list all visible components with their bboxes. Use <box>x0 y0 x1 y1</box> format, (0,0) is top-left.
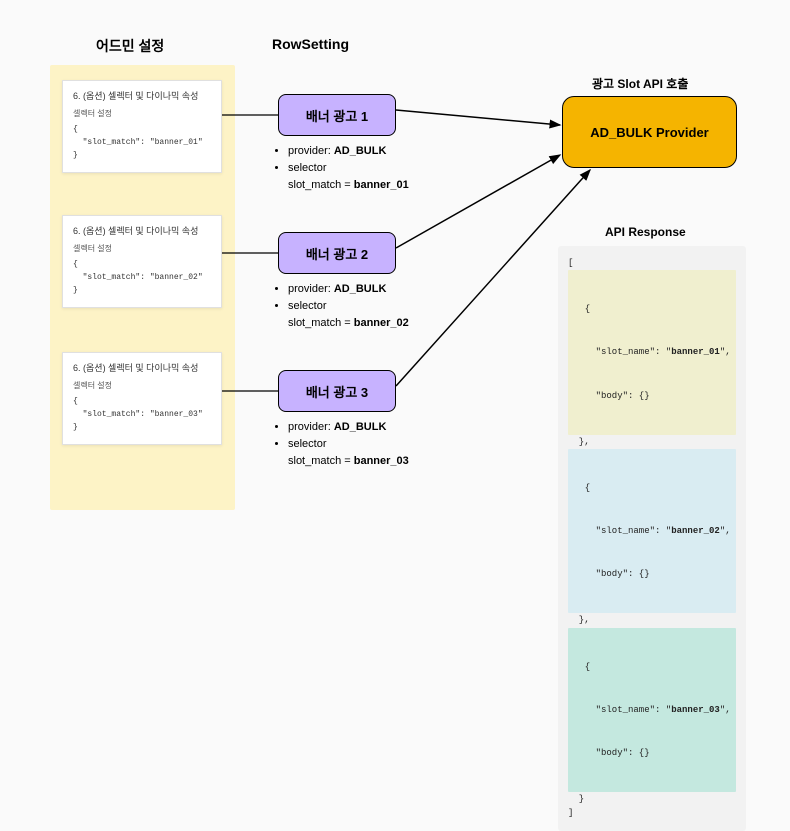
admin-card: 6. (옵션) 셀렉터 및 다이나믹 속성 셀렉터 설정 { "slot_mat… <box>62 80 222 173</box>
api-response-block: { "slot_name": "banner_01", "body": {} <box>568 270 736 434</box>
admin-card-title: 6. (옵션) 셀렉터 및 다이나믹 속성 <box>73 224 211 237</box>
provider-value: AD_BULK <box>334 283 387 295</box>
provider-value: AD_BULK <box>334 421 387 433</box>
slot-label: slot_match = <box>288 455 354 467</box>
api-response-panel: [ { "slot_name": "banner_01", "body": {}… <box>558 246 746 831</box>
api-response-block: { "slot_name": "banner_02", "body": {} <box>568 449 736 613</box>
admin-card-title: 6. (옵션) 셀렉터 및 다이나믹 속성 <box>73 89 211 102</box>
selector-label: selector <box>288 298 452 315</box>
selector-label: selector <box>288 160 452 177</box>
slot-label: slot_match = <box>288 317 354 329</box>
admin-card-sub: 셀렉터 설정 <box>73 380 211 391</box>
json-line: "slot_name": "banner_03", <box>574 703 730 717</box>
admin-card-code: { "slot_match": "banner_02" } <box>73 259 211 297</box>
json-line: { <box>574 302 730 316</box>
row-setting-box: 배너 광고 2 <box>278 232 396 274</box>
row-setting-details: provider: AD_BULK selector slot_match = … <box>272 281 452 332</box>
admin-card-code: { "slot_match": "banner_03" } <box>73 396 211 434</box>
provider-label: provider: <box>288 421 334 433</box>
selector-label: selector <box>288 436 452 453</box>
diagram-canvas: 어드민 설정 RowSetting 광고 Slot API 호출 API Res… <box>0 0 790 559</box>
json-line: "body": {} <box>574 746 730 760</box>
json-line: "body": {} <box>574 567 730 581</box>
json-line: "body": {} <box>574 389 730 403</box>
admin-card-title: 6. (옵션) 셀렉터 및 다이나믹 속성 <box>73 361 211 374</box>
json-line: "slot_name": "banner_01", <box>574 345 730 359</box>
json-bracket-open: [ <box>568 256 736 270</box>
row-setting-box: 배너 광고 3 <box>278 370 396 412</box>
api-response-block: { "slot_name": "banner_03", "body": {} <box>568 628 736 792</box>
provider-value: AD_BULK <box>334 145 387 157</box>
slot-value: banner_02 <box>354 317 409 329</box>
row-setting-details: provider: AD_BULK selector slot_match = … <box>272 419 452 470</box>
api-call-header: 광고 Slot API 호출 <box>592 75 688 92</box>
row-setting-details: provider: AD_BULK selector slot_match = … <box>272 143 452 194</box>
admin-header: 어드민 설정 <box>96 36 164 56</box>
json-line: { <box>574 660 730 674</box>
row-setting-box: 배너 광고 1 <box>278 94 396 136</box>
json-line: } <box>568 792 736 806</box>
provider-label: provider: <box>288 283 334 295</box>
json-line: "slot_name": "banner_02", <box>574 524 730 538</box>
provider-label: provider: <box>288 145 334 157</box>
json-line: }, <box>568 435 736 449</box>
rowsetting-header: RowSetting <box>272 36 349 52</box>
json-bracket-close: ] <box>568 806 736 820</box>
provider-box: AD_BULK Provider <box>562 96 737 168</box>
slot-value: banner_03 <box>354 455 409 467</box>
admin-card: 6. (옵션) 셀렉터 및 다이나믹 속성 셀렉터 설정 { "slot_mat… <box>62 352 222 445</box>
admin-card-code: { "slot_match": "banner_01" } <box>73 124 211 162</box>
json-line: }, <box>568 613 736 627</box>
slot-value: banner_01 <box>354 179 409 191</box>
json-line: { <box>574 481 730 495</box>
admin-card-sub: 셀렉터 설정 <box>73 108 211 119</box>
slot-label: slot_match = <box>288 179 354 191</box>
api-response-header: API Response <box>605 225 686 239</box>
admin-card-sub: 셀렉터 설정 <box>73 243 211 254</box>
admin-card: 6. (옵션) 셀렉터 및 다이나믹 속성 셀렉터 설정 { "slot_mat… <box>62 215 222 308</box>
